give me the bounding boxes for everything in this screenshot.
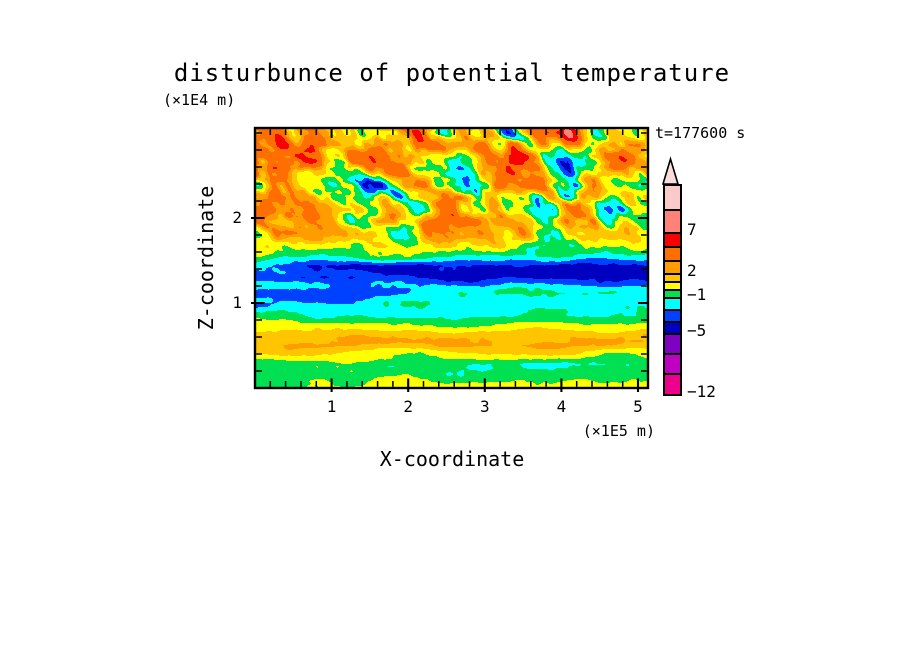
contour-field-canvas [255, 128, 648, 388]
colorbar-segment [665, 186, 680, 209]
z-axis-tick-label: 1 [232, 293, 242, 312]
colorbar-segment [665, 273, 680, 281]
colorbar-segment [665, 333, 680, 353]
colorbar-segment [665, 209, 680, 232]
colorbar-tick-label: −1 [687, 285, 707, 304]
x-axis-tick-label: 3 [479, 397, 490, 416]
colorbar-tick-label: −5 [687, 321, 707, 340]
colorbar-segment [665, 281, 680, 289]
x-axis-tick-label: 5 [633, 397, 643, 416]
colorbar-segment [665, 321, 680, 333]
z-axis-label: Z-coordinate [194, 185, 218, 331]
page-title: disturbunce of potential temperature [173, 59, 731, 87]
colorbar-segment [665, 353, 680, 373]
colorbar-segment [665, 373, 680, 394]
colorbar-tick-label: 7 [687, 220, 697, 239]
x-axis-unit-label: (×1E5 m) [582, 422, 655, 440]
colorbar-tick-label: 2 [687, 261, 697, 280]
x-axis-tick-label: 4 [556, 397, 567, 416]
colorbar-segment [665, 297, 680, 309]
colorbar-tick-label: −12 [687, 382, 716, 401]
colorbar-segment [665, 309, 680, 321]
colorbar-segment [665, 232, 680, 246]
time-stamp-label: t=177600 s [655, 124, 746, 142]
x-axis-tick-label: 1 [326, 397, 337, 416]
z-axis-unit-label: (×1E4 m) [163, 91, 236, 109]
x-axis-tick-label: 2 [403, 397, 413, 416]
colorbar [663, 184, 682, 396]
x-axis-label: X-coordinate [379, 447, 525, 471]
colorbar-segment [665, 260, 680, 273]
z-axis-tick-label: 2 [232, 208, 242, 227]
colorbar-segment [665, 289, 680, 297]
colorbar-overflow-arrow-icon [661, 156, 680, 185]
colorbar-segment [665, 246, 680, 260]
